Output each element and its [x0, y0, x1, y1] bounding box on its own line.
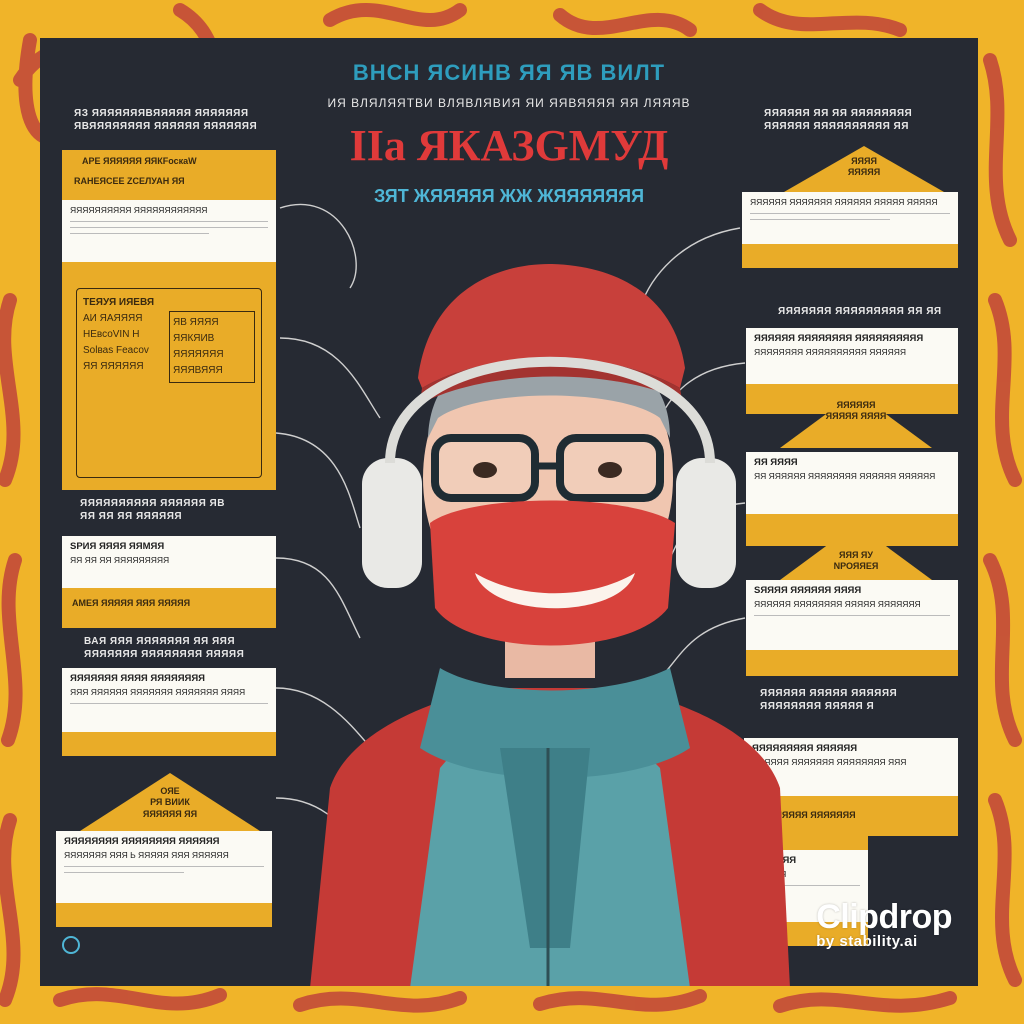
panel-label: АРЕ ЯЯЯЯЯЯ ЯЯКFоскаW — [82, 156, 197, 166]
card-text-lines — [750, 213, 950, 221]
triangle-label: ЯЯЯЯ ЯЯЯЯЯ — [847, 156, 881, 178]
right-triangle-tab-3 — [780, 524, 932, 580]
panel-label: АМЕЯ ЯЯЯЯЯ ЯЯЯ ЯЯЯЯЯ — [72, 598, 191, 608]
card-title: ЯЯЯЯЯЯЯЯ ЯЯЯЯЯЯЯЯ ЯЯЯЯЯЯ — [64, 836, 220, 847]
card-text: ЯЯЯЯЯЯ ЯЯЯЯЯЯЯЯ ЯЯЯЯЯ ЯЯЯЯЯЯЯ — [754, 598, 921, 609]
watermark-sub: by stability.ai — [816, 933, 918, 950]
left-card-3: ЯЯЯЯЯЯЯ ЯЯЯЯ ЯЯЯЯЯЯЯЯ ЯЯЯ ЯЯЯЯЯЯ ЯЯЯЯЯЯЯ… — [62, 668, 276, 732]
scarf-tail — [500, 748, 590, 948]
card-title: ЯЯ ЯЯЯЯ — [754, 457, 798, 468]
card-text: ЯЯ ЯЯЯЯЯЯ ЯЯЯЯЯЯЯЯ ЯЯЯЯЯЯ ЯЯЯЯЯЯ — [754, 470, 936, 481]
right-card-3: ЯЯ ЯЯЯЯ ЯЯ ЯЯЯЯЯЯ ЯЯЯЯЯЯЯЯ ЯЯЯЯЯЯ ЯЯЯЯЯЯ — [746, 452, 958, 514]
left-card-2: SРИЯ ЯЯЯЯ ЯЯМЯЯ ЯЯ ЯЯ ЯЯ ЯЯЯЯЯЯЯЯЯ — [62, 536, 276, 588]
poster-title: IIa ЯКАЗGМУД — [349, 121, 669, 170]
right-tagline-1: ЯЯЯЯЯЯ ЯЯ ЯЯ ЯЯЯЯЯЯЯЯ ЯЯЯЯЯЯ ЯЯЯЯЯЯЯЯЯЯ … — [764, 108, 913, 132]
card-text-lines — [70, 703, 268, 705]
sticky-line: ЯЯ ЯЯЯЯЯЯ — [83, 361, 144, 372]
card-text: ЯЯЯЯЯЯ ЯЯЯЯЯЯЯ ЯЯЯЯЯЯ ЯЯЯЯЯ ЯЯЯЯЯ — [750, 197, 938, 207]
mask-smile — [475, 573, 635, 609]
right-triangle-tab-1 — [784, 146, 944, 192]
panel-label: ЯЯЯЯЯЯЯЯ ЯЯЯЯЯЯЯ — [756, 810, 856, 820]
card-text: ЯЯЯЯЯЯЯЯЯЯ ЯЯЯЯЯЯЯЯЯЯЯЯ — [70, 205, 208, 215]
left-tagline-1: ЯЗ ЯЯЯЯЯЯЯВЯЯЯЯЯ ЯЯЯЯЯЯЯ ЯВЯЯЯЯЯЯЯЯ ЯЯЯЯ… — [74, 108, 258, 132]
card-text: ЯЯЯ ЯЯЯЯЯЯ ЯЯЯЯЯЯЯ ЯЯЯЯЯЯЯ ЯЯЯЯ — [70, 686, 246, 697]
sticky-line: АИ ЯАЯЯЯЯ — [83, 313, 143, 324]
right-info-panel-5: ЯЯЯЯЯЯЯЯЯ ЯЯЯЯЯЯ ЯЯЯЯЯЯ ЯЯЯЯЯЯЯ ЯЯЯЯЯЯЯЯ… — [744, 738, 958, 836]
sticky-line: НЕвсоVIN Н — [83, 329, 140, 340]
panel-sublabel: RАНЕЯСЕЕ ZCЕЛУАН ЯЯ — [74, 176, 185, 186]
card-text: ЯЯЯЯЯЯЯ ЯЯЯ Ь ЯЯЯЯЯ ЯЯЯ ЯЯЯЯЯЯ — [64, 849, 229, 860]
triangle-label: ОЯЕ РЯ ВИИК ЯЯЯЯЯЯ ЯЯ — [142, 786, 198, 819]
triangle-label: ЯЯЯ ЯУ NРОЯЯЕЯ — [833, 550, 879, 572]
left-info-panel-4: ЯЯЯЯЯЯЯЯ ЯЯЯЯЯЯЯЯ ЯЯЯЯЯЯ ЯЯЯЯЯЯЯ ЯЯЯ Ь Я… — [56, 831, 272, 927]
card-title: SЯЯЯЯ ЯЯЯЯЯЯ ЯЯЯЯ — [754, 585, 862, 596]
card-text-lines — [64, 866, 264, 874]
red-beanie — [418, 263, 685, 388]
headphone-left — [362, 458, 422, 588]
face-mask — [430, 500, 675, 646]
right-tagline-2: ЯЯЯЯЯЯЯ ЯЯЯЯЯЯЯЯЯ ЯЯ ЯЯ — [778, 306, 942, 317]
left-info-panel-1: АРЕ ЯЯЯЯЯЯ ЯЯКFоскаW RАНЕЯСЕЕ ZCЕЛУАН ЯЯ… — [62, 150, 276, 490]
watermark-brand: Clipdrop — [816, 898, 952, 936]
card-text: ЯЯЯЯЯЯЯЯ ЯЯЯЯЯЯЯЯЯЯ ЯЯЯЯЯЯ — [754, 346, 907, 357]
sticky-line: ЯЯЯЯЯЯЯ — [173, 349, 224, 360]
headphone-right — [676, 458, 736, 588]
sticky-line: ЯЯКЯИВ — [173, 333, 215, 344]
left-triangle-tab — [80, 773, 260, 831]
left-info-panel-2: SРИЯ ЯЯЯЯ ЯЯМЯЯ ЯЯ ЯЯ ЯЯ ЯЯЯЯЯЯЯЯЯ АМЕЯ … — [62, 536, 276, 628]
card-title: ЯЯЯЯЯЯ ЯЯЯЯЯЯЯЯ ЯЯЯЯЯЯЯЯЯЯ — [754, 333, 924, 344]
sticky-title: ТЕЯУЯ ИЯЕВЯ — [83, 297, 155, 308]
right-card-1: ЯЯЯЯЯЯ ЯЯЯЯЯЯЯ ЯЯЯЯЯЯ ЯЯЯЯЯ ЯЯЯЯЯ — [742, 192, 958, 244]
right-card-5: ЯЯЯЯЯЯЯЯЯ ЯЯЯЯЯЯ ЯЯЯЯЯЯ ЯЯЯЯЯЯЯ ЯЯЯЯЯЯЯЯ… — [744, 738, 958, 796]
card-title: ЯЯЯЯЯЯЯ ЯЯЯЯ ЯЯЯЯЯЯЯЯ — [70, 673, 206, 684]
left-info-panel-3: ЯЯЯЯЯЯЯ ЯЯЯЯ ЯЯЯЯЯЯЯЯ ЯЯЯ ЯЯЯЯЯЯ ЯЯЯЯЯЯЯ… — [62, 668, 276, 756]
infographic-poster: ВНСН ЯСИНВ ЯЯ ЯВ ВИЛТ ИЯ ВЛЯЛЯЯТВИ ВЛЯВЛ… — [40, 38, 978, 986]
right-card-2: ЯЯЯЯЯЯ ЯЯЯЯЯЯЯЯ ЯЯЯЯЯЯЯЯЯЯ ЯЯЯЯЯЯЯЯ ЯЯЯЯ… — [746, 328, 958, 384]
sticky-line: Ѕоlваѕ Feасоv — [83, 345, 149, 356]
sticky-note: ТЕЯУЯ ИЯЕВЯ АИ ЯАЯЯЯЯ НЕвсоVIN Н Ѕоlваѕ … — [76, 288, 262, 478]
right-triangle-tab-2 — [780, 392, 932, 448]
right-info-panel-1: ЯЯЯЯЯЯ ЯЯЯЯЯЯЯ ЯЯЯЯЯЯ ЯЯЯЯЯ ЯЯЯЯЯ — [742, 192, 958, 268]
right-card-4: SЯЯЯЯ ЯЯЯЯЯЯ ЯЯЯЯ ЯЯЯЯЯЯ ЯЯЯЯЯЯЯЯ ЯЯЯЯЯ … — [746, 580, 958, 650]
header-line-2: ИЯ ВЛЯЛЯЯТВИ ВЛЯВЛЯВИЯ ЯИ ЯЯВЯЯЯЯ ЯЯ ЛЯЯ… — [327, 96, 691, 110]
portrait-illustration — [310, 263, 790, 986]
left-card-1: ЯЯЯЯЯЯЯЯЯЯ ЯЯЯЯЯЯЯЯЯЯЯЯ — [62, 200, 276, 262]
header-line-1: ВНСН ЯСИНВ ЯЯ ЯВ ВИЛТ — [352, 60, 666, 85]
scarf — [420, 668, 690, 778]
card-text-lines — [754, 615, 950, 617]
card-text: ЯЯЯЯЯЯ ЯЯЯЯЯЯЯ ЯЯЯЯЯЯЯЯ ЯЯЯ — [752, 756, 907, 767]
card-text: ЯЯ ЯЯ ЯЯ ЯЯЯЯЯЯЯЯЯ — [70, 554, 170, 565]
right-info-panel-4: SЯЯЯЯ ЯЯЯЯЯЯ ЯЯЯЯ ЯЯЯЯЯЯ ЯЯЯЯЯЯЯЯ ЯЯЯЯЯ … — [746, 580, 958, 676]
card-text-lines — [70, 221, 268, 235]
sticky-line: ЯВ ЯЯЯЯ — [173, 317, 219, 328]
card-title: SРИЯ ЯЯЯЯ ЯЯМЯЯ — [70, 541, 165, 552]
left-tagline-2: ЯЯЯЯЯЯЯЯЯЯ ЯЯЯЯЯЯ ЯВ ЯЯ ЯЯ ЯЯ ЯЯЯЯЯЯ — [80, 498, 225, 522]
triangle-label: ЯЯЯЯЯЯ ЯЯЯЯЯ ЯЯЯЯ — [825, 400, 887, 422]
poster-subtitle: ЗЯТ ЖЯЯЯЯЯ ЖЖ ЖЯЯЯЯЯЯЯ — [373, 186, 645, 206]
watermark: Clipdrop by stability.ai — [816, 898, 952, 950]
card-title: ЯЯЯЯЯЯЯЯЯ ЯЯЯЯЯЯ — [752, 743, 858, 754]
right-tagline-3: ЯЯЯЯЯЯ ЯЯЯЯЯ ЯЯЯЯЯЯ ЯЯЯЯЯЯЯЯ ЯЯЯЯЯ Я — [760, 688, 898, 712]
left-card-4: ЯЯЯЯЯЯЯЯ ЯЯЯЯЯЯЯЯ ЯЯЯЯЯЯ ЯЯЯЯЯЯЯ ЯЯЯ Ь Я… — [56, 831, 272, 903]
sticky-line: ЯЯЯВЯЯЯ — [173, 365, 223, 376]
logo-badge — [62, 936, 80, 954]
left-tagline-3: ВАЯ ЯЯЯ ЯЯЯЯЯЯЯ ЯЯ ЯЯЯ ЯЯЯЯЯЯЯ ЯЯЯЯЯЯЯЯ … — [84, 636, 245, 660]
